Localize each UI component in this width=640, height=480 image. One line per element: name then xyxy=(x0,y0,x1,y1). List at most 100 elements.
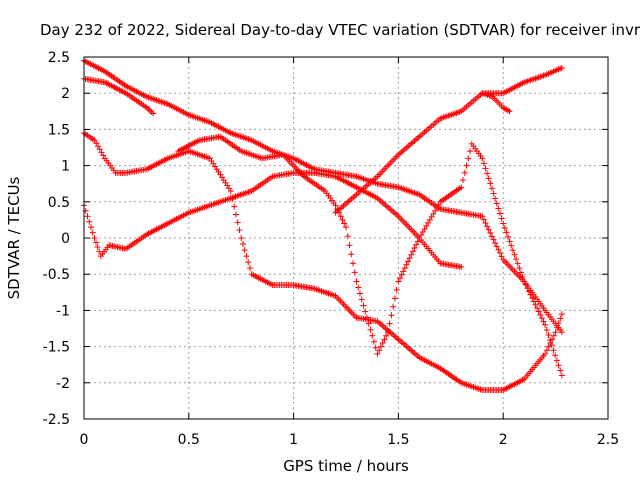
data-point xyxy=(435,201,442,208)
data-point xyxy=(91,235,98,241)
data-point xyxy=(393,286,400,293)
data-point xyxy=(341,220,348,227)
data-point xyxy=(241,247,248,254)
y-tick-label: -1.5 xyxy=(43,340,70,356)
data-point xyxy=(416,235,423,241)
data-point xyxy=(480,160,487,167)
x-tick-label: 0.5 xyxy=(178,432,200,448)
data-point xyxy=(545,332,552,339)
data-point xyxy=(150,110,157,117)
data-point xyxy=(522,281,529,288)
data-point xyxy=(148,109,155,116)
x-tick-label: 2 xyxy=(499,432,508,448)
data-point xyxy=(346,242,353,249)
data-point xyxy=(501,224,508,231)
data-point xyxy=(532,301,539,308)
data-point xyxy=(492,240,499,247)
data-point xyxy=(516,265,523,272)
data-point xyxy=(374,350,381,357)
data-point xyxy=(519,273,526,280)
x-tick-label: 1 xyxy=(289,432,298,448)
data-point xyxy=(91,137,98,144)
y-tick-label: -0.5 xyxy=(43,267,70,283)
data-point xyxy=(498,253,505,260)
y-tick-label: -2.5 xyxy=(43,412,70,428)
data-point xyxy=(408,251,415,258)
data-point xyxy=(555,320,562,327)
data-point xyxy=(543,347,550,354)
data-point xyxy=(376,347,383,354)
track-7 xyxy=(479,90,513,115)
data-point xyxy=(337,213,344,220)
data-point xyxy=(521,278,528,285)
data-point xyxy=(490,236,497,243)
data-point xyxy=(243,253,250,260)
data-point xyxy=(367,326,374,333)
data-point xyxy=(430,210,437,217)
data-point xyxy=(487,180,494,187)
data-point xyxy=(348,251,355,258)
data-point xyxy=(485,226,492,233)
data-point xyxy=(84,213,91,220)
data-point xyxy=(351,269,358,276)
data-point xyxy=(496,250,503,257)
data-point xyxy=(513,256,520,263)
track-3 xyxy=(81,130,565,394)
data-point xyxy=(558,64,565,71)
data-point xyxy=(401,265,408,272)
track-4 xyxy=(81,169,465,270)
y-tick-label: 0 xyxy=(61,231,70,247)
track-5 xyxy=(175,133,565,379)
data-point xyxy=(390,303,397,310)
y-tick-label: 1 xyxy=(61,159,70,175)
data-point xyxy=(246,265,253,272)
data-point xyxy=(517,269,524,276)
data-point xyxy=(423,222,430,229)
data-point xyxy=(545,343,552,350)
data-point xyxy=(413,241,420,248)
data-point xyxy=(425,219,432,226)
data-point xyxy=(548,342,555,349)
data-point xyxy=(460,177,467,184)
data-point xyxy=(488,185,495,192)
data-point xyxy=(93,140,100,147)
data-point xyxy=(525,288,532,295)
data-point xyxy=(503,229,510,236)
y-tick-label: 2.5 xyxy=(48,50,70,66)
data-point xyxy=(498,215,505,222)
y-tick-label: -1 xyxy=(56,303,70,319)
data-point xyxy=(485,175,492,182)
data-point xyxy=(484,223,491,230)
data-point xyxy=(383,332,390,339)
data-point xyxy=(411,245,418,252)
data-point xyxy=(400,268,407,275)
data-point xyxy=(552,329,559,336)
data-points xyxy=(81,57,565,394)
data-point xyxy=(490,190,497,197)
data-point xyxy=(527,291,534,298)
data-point xyxy=(100,152,107,159)
data-point xyxy=(93,239,100,246)
data-point xyxy=(365,320,372,327)
data-point xyxy=(94,143,101,150)
data-point xyxy=(421,225,428,232)
data-point xyxy=(506,238,513,245)
data-point xyxy=(379,339,386,346)
y-tick-label: 0.5 xyxy=(48,195,70,211)
data-point xyxy=(433,204,440,211)
x-tick-label: 2.5 xyxy=(597,432,619,448)
data-point xyxy=(432,207,439,214)
x-tick-labels: 0 0.5 1 1.5 2 2.5 xyxy=(80,432,620,448)
data-point xyxy=(553,357,560,364)
data-point xyxy=(500,220,507,227)
data-point xyxy=(550,332,557,339)
data-point xyxy=(463,162,470,169)
data-point xyxy=(96,146,103,153)
data-point xyxy=(238,235,245,241)
data-point xyxy=(89,229,96,236)
data-point xyxy=(343,224,349,231)
data-point xyxy=(391,295,398,302)
data-point xyxy=(557,367,564,374)
data-point xyxy=(482,165,489,172)
data-point xyxy=(377,343,384,350)
